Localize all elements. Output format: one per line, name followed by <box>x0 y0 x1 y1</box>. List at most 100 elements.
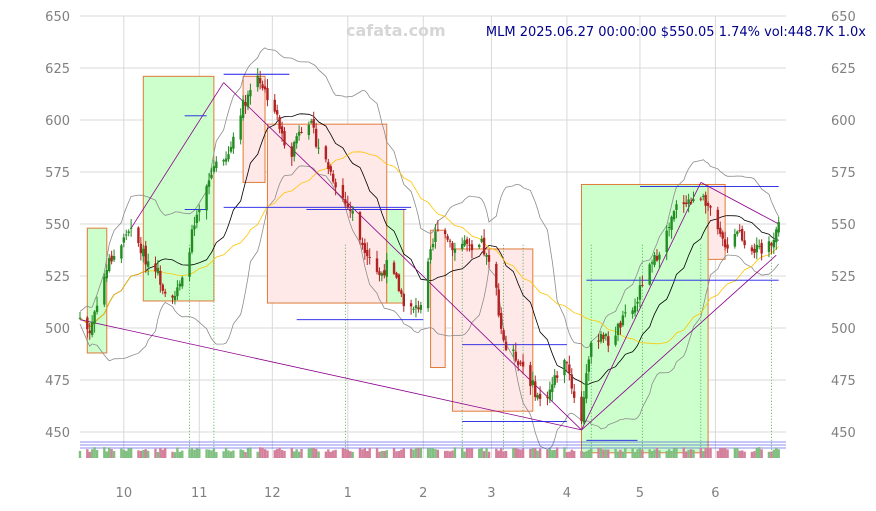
candle-body <box>249 89 252 97</box>
candle-body <box>719 227 722 234</box>
volume-bar <box>419 447 423 458</box>
volume-bar <box>636 449 639 458</box>
header-quote: MLM 2025.06.27 00:00:00 $550.05 1.74% vo… <box>486 25 866 40</box>
volume-bar <box>446 450 449 458</box>
volume-bar <box>297 451 301 458</box>
candle-body <box>482 237 486 255</box>
candle-body <box>90 321 94 335</box>
candle-body <box>426 261 430 309</box>
volume-bar <box>555 447 559 458</box>
volume-bar <box>176 447 179 458</box>
candle-body <box>188 252 191 277</box>
range-box-down <box>430 229 446 369</box>
y-tick-right: 575 <box>831 166 856 181</box>
trend-line <box>581 182 702 431</box>
watermark: cafata.com <box>346 21 446 40</box>
candle-body <box>648 264 651 285</box>
volume-bar <box>193 449 196 458</box>
candle-body <box>658 254 661 260</box>
volume-bar <box>619 449 622 458</box>
volume-bar <box>258 447 262 458</box>
volume-bar <box>621 451 625 458</box>
candle-body <box>689 202 693 204</box>
candle-body <box>487 255 491 262</box>
candle-body <box>597 340 600 342</box>
volume-bar <box>90 449 94 458</box>
candle-body <box>478 244 481 248</box>
y-tick-left: 650 <box>45 10 70 25</box>
candle-body <box>699 198 702 200</box>
moving-averages <box>79 113 779 385</box>
volume-bar <box>256 451 259 458</box>
volume-bar <box>190 447 194 458</box>
volume-bar <box>127 448 130 458</box>
volume-bar <box>502 451 505 458</box>
candle-body <box>760 243 763 254</box>
candle-body <box>142 248 145 257</box>
candle-body <box>655 255 659 261</box>
candle-body <box>261 84 264 89</box>
volume-bar <box>614 448 617 458</box>
candle-body <box>278 117 281 130</box>
candle-body <box>519 362 522 364</box>
volume-bar <box>599 447 603 458</box>
y-tick-right: 650 <box>831 10 856 25</box>
volume-bar <box>702 451 705 458</box>
volume-bar <box>312 447 315 458</box>
candle-body <box>770 243 773 246</box>
candle-body <box>207 180 211 187</box>
candle-body <box>538 393 542 400</box>
volume-bar <box>266 450 269 458</box>
candle-body <box>205 186 208 211</box>
candle-body <box>551 384 554 393</box>
candle-body <box>616 323 620 335</box>
candle-body <box>190 229 194 253</box>
candle-body <box>702 196 705 198</box>
volume-bar <box>290 447 293 458</box>
volume-bar <box>655 447 659 458</box>
candle-body <box>88 330 91 334</box>
volume-bar <box>468 448 471 458</box>
candle-body <box>602 334 605 340</box>
y-tick-left: 550 <box>45 218 70 233</box>
candle-body <box>93 311 96 324</box>
volume-bar <box>351 451 354 458</box>
volume-bar <box>755 447 758 458</box>
volume-bar <box>504 451 508 458</box>
volume-bar <box>434 449 437 458</box>
candle-body <box>105 270 108 279</box>
volume-bar <box>392 448 396 458</box>
volume-bar <box>514 447 517 458</box>
volume-bar <box>758 447 761 458</box>
volume-bar <box>249 447 252 458</box>
candle-body <box>95 305 99 312</box>
candle-body <box>653 254 656 265</box>
volume-bar <box>534 447 537 458</box>
volume-bar <box>495 448 498 458</box>
volume-bar <box>283 450 286 458</box>
volume-bar <box>244 452 247 458</box>
volume-bar <box>78 450 82 458</box>
candle-body <box>548 389 552 400</box>
volume-bar <box>453 447 457 458</box>
volume-bar <box>604 449 608 458</box>
volume-bar <box>480 448 483 458</box>
candle-body <box>361 242 364 245</box>
volume-bar <box>461 447 464 458</box>
candle-body <box>244 102 247 106</box>
candle-body <box>463 240 466 246</box>
volume-bar <box>719 448 722 458</box>
candle-body <box>743 240 746 246</box>
volume-bar <box>616 451 620 458</box>
candle-body <box>675 204 678 210</box>
candle-body <box>638 285 642 300</box>
volume-bar <box>363 448 367 458</box>
volume-bar <box>246 448 250 458</box>
candle-body <box>341 184 345 198</box>
volume-bar <box>499 448 503 458</box>
volume-bar <box>470 448 474 458</box>
candle-body <box>777 221 780 233</box>
candle-body <box>266 88 269 101</box>
candle-body <box>212 166 216 172</box>
volume-bar <box>587 449 591 458</box>
